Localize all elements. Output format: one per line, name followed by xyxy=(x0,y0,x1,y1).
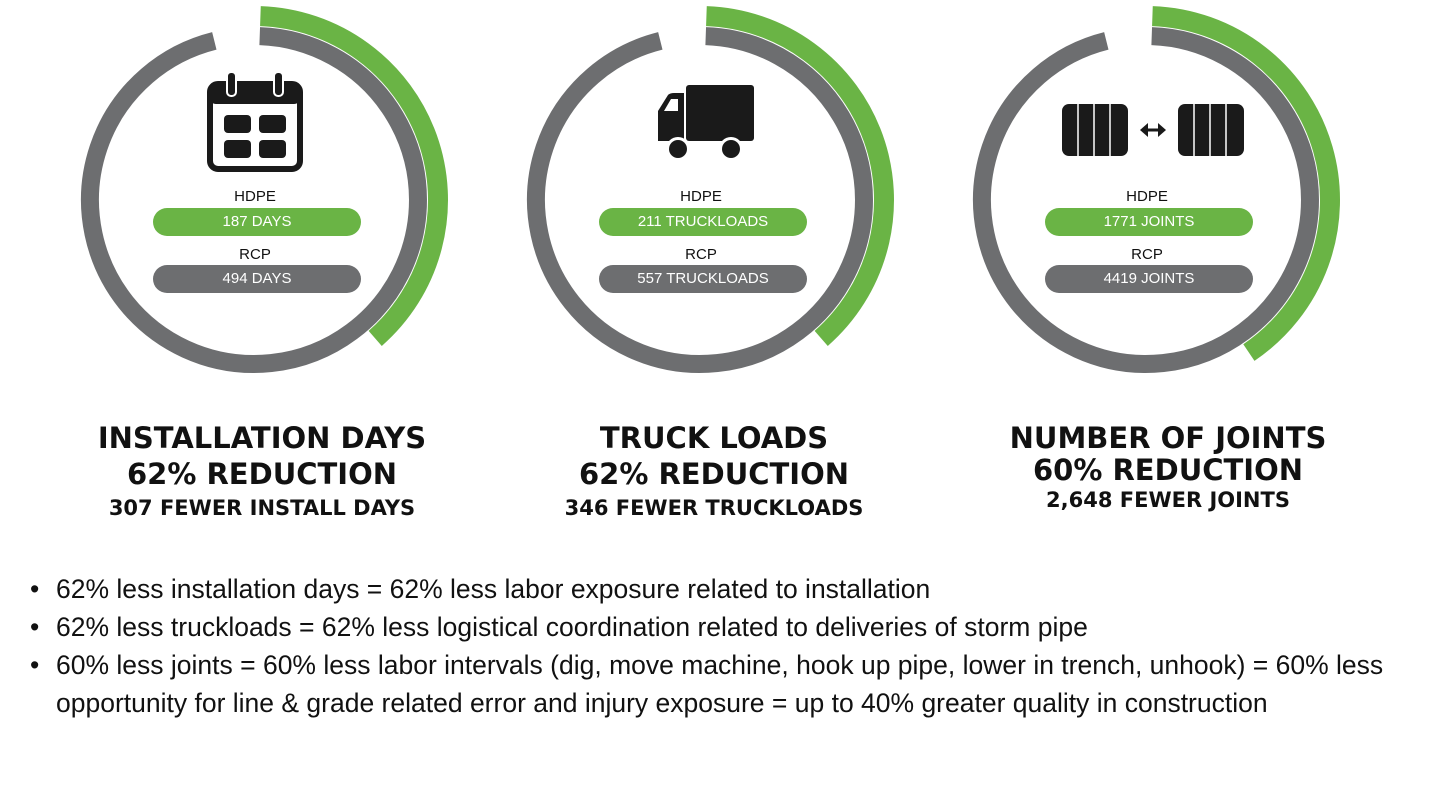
hdpe-arc xyxy=(706,6,894,346)
gauge-installation-days: HDPE 187 DAYS RCP 494 DAYS xyxy=(58,0,458,400)
caption-number-of-joints: NUMBER OF JOINTS 60% REDUCTION 2,648 FEW… xyxy=(948,420,1388,516)
rcp-value-pill: 4419 JOINTS xyxy=(1045,265,1253,293)
gauge-ring xyxy=(527,6,894,373)
gauge-truck-loads: HDPE 211 TRUCKLOADS RCP 557 TRUCKLOADS xyxy=(504,0,904,400)
list-item-text: 62% less installation days = 62% less la… xyxy=(56,574,931,604)
hdpe-label: HDPE xyxy=(234,188,276,205)
rcp-arc xyxy=(527,27,873,373)
hdpe-arc xyxy=(1152,6,1340,361)
truck-icon xyxy=(658,85,754,161)
rcp-value-pill: 494 DAYS xyxy=(153,265,361,293)
gauge-ring xyxy=(81,6,448,373)
caption-title: NUMBER OF JOINTS xyxy=(1009,421,1327,455)
rcp-label: RCP xyxy=(1131,246,1163,263)
hdpe-arc xyxy=(260,6,448,346)
caption-reduction: 62% REDUCTION xyxy=(126,457,398,491)
caption-subtitle: 2,648 FEWER JOINTS xyxy=(1046,488,1290,512)
gauge-number-of-joints: HDPE 1771 JOINTS RCP 4419 JOINTS xyxy=(950,0,1350,400)
rcp-arc xyxy=(973,27,1319,373)
caption-reduction: 62% REDUCTION xyxy=(578,457,850,491)
caption-title: INSTALLATION DAYS xyxy=(97,421,427,455)
list-item-text: 60% less joints = 60% less labor interva… xyxy=(56,650,1384,718)
list-item-text: 62% less truckloads = 62% less logistica… xyxy=(56,612,1088,642)
caption-subtitle: 307 FEWER INSTALL DAYS xyxy=(108,496,416,520)
rcp-label: RCP xyxy=(239,246,271,263)
calendar-icon xyxy=(207,72,303,172)
caption-installation-days: INSTALLATION DAYS 62% REDUCTION 307 FEWE… xyxy=(42,420,482,524)
list-item: • 60% less joints = 60% less labor interv… xyxy=(30,646,1420,722)
caption-reduction: 60% REDUCTION xyxy=(1032,453,1304,487)
hdpe-value-pill: 187 DAYS xyxy=(153,208,361,236)
gauge-ring xyxy=(973,6,1340,373)
pipe-joints-icon xyxy=(1062,104,1244,156)
list-item: • 62% less truckloads = 62% less logistic… xyxy=(30,608,1420,646)
rcp-value-pill: 557 TRUCKLOADS xyxy=(599,265,807,293)
caption-subtitle: 346 FEWER TRUCKLOADS xyxy=(564,496,864,520)
hdpe-label: HDPE xyxy=(680,188,722,205)
hdpe-value-pill: 211 TRUCKLOADS xyxy=(599,208,807,236)
caption-title: TRUCK LOADS xyxy=(599,421,829,455)
benefits-list: • 62% less installation days = 62% less l… xyxy=(30,570,1420,722)
bullet-icon: • xyxy=(30,650,40,680)
hdpe-value-pill: 1771 JOINTS xyxy=(1045,208,1253,236)
list-item: • 62% less installation days = 62% less l… xyxy=(30,570,1420,608)
rcp-arc xyxy=(81,27,427,373)
bullet-icon: • xyxy=(30,612,40,642)
bullet-icon: • xyxy=(30,574,40,604)
caption-truck-loads: TRUCK LOADS 62% REDUCTION 346 FEWER TRUC… xyxy=(494,420,934,524)
hdpe-label: HDPE xyxy=(1126,188,1168,205)
rcp-label: RCP xyxy=(685,246,717,263)
